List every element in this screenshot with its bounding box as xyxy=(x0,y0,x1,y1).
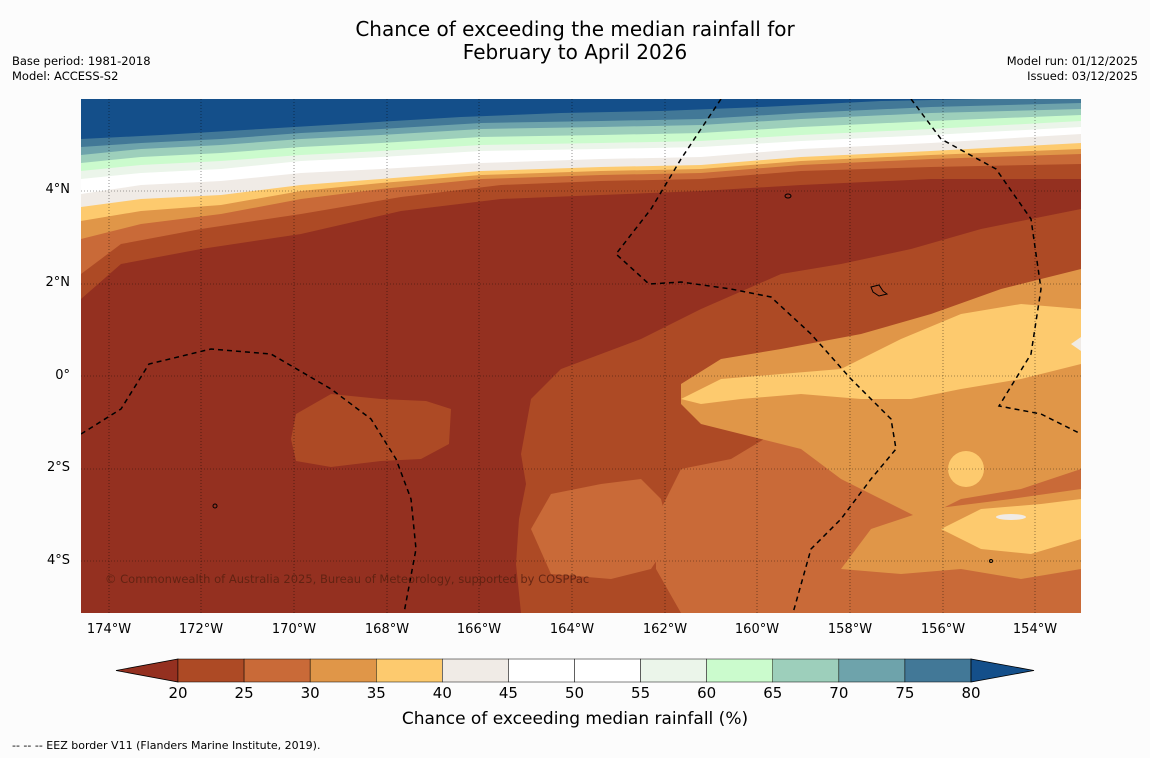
white-spot-edge xyxy=(1071,337,1081,351)
colorbar-extend-high xyxy=(970,658,1035,683)
colorbar-segment xyxy=(508,658,575,683)
colorbar-tick-label: 25 xyxy=(234,684,254,702)
island-4 xyxy=(989,559,993,563)
lon-label-168w: 168°W xyxy=(364,622,410,637)
colorbar-tick-label: 80 xyxy=(961,684,981,702)
colorbar-tick-label: 70 xyxy=(829,684,849,702)
colorbar-segment xyxy=(838,658,906,683)
lon-label-162w: 162°W xyxy=(642,622,688,637)
contour-40-center xyxy=(681,304,1081,404)
header-left: Base period: 1981-2018 Model: ACCESS-S2 xyxy=(12,54,151,84)
colorbar-label: Chance of exceeding median rainfall (%) xyxy=(401,709,749,729)
colorbar xyxy=(115,658,1035,683)
colorbar-tick-label: 45 xyxy=(498,684,518,702)
colorbar-tick-label: 60 xyxy=(697,684,717,702)
colorbar-tick-label: 55 xyxy=(631,684,651,702)
colorbar-segment xyxy=(640,658,707,683)
eez-kiribati-phoenix xyxy=(81,348,417,613)
issued-date: Issued: 03/12/2025 xyxy=(1027,69,1138,83)
colorbar-tick-label: 40 xyxy=(432,684,452,702)
colorbar-segment xyxy=(706,658,774,683)
title-line-2: February to April 2026 xyxy=(462,40,688,64)
island-2 xyxy=(870,284,889,297)
colorbar-tick-label: 50 xyxy=(564,684,585,702)
colorbar-tick-label: 75 xyxy=(895,684,915,702)
colorbar-segment xyxy=(376,658,443,683)
colorbar-tick-label: 35 xyxy=(366,684,386,702)
colorbar-segment xyxy=(904,658,972,683)
colorbar-segment xyxy=(574,658,641,683)
header-right: Model run: 01/12/2025 Issued: 03/12/2025 xyxy=(1007,54,1138,84)
eez-borders xyxy=(81,99,1081,613)
copyright-notice: © Commonwealth of Australia 2025, Bureau… xyxy=(105,572,590,586)
lon-label-158w: 158°W xyxy=(827,622,873,637)
islands xyxy=(212,193,993,563)
eez-east xyxy=(910,99,1081,435)
colorbar-segment xyxy=(442,658,509,683)
colorbar-segment xyxy=(243,658,311,683)
model-name: Model: ACCESS-S2 xyxy=(12,69,119,83)
colorbar-tick-label: 20 xyxy=(168,684,188,702)
colorbar-segment xyxy=(772,658,840,683)
lon-label-166w: 166°W xyxy=(456,622,502,637)
eez-kiribati-line xyxy=(614,99,897,613)
lon-label-154w: 154°W xyxy=(1012,622,1058,637)
lat-label-2n: 2°N xyxy=(45,275,71,290)
colorbar-segment xyxy=(177,658,245,683)
lat-label-4n: 4°N xyxy=(45,182,71,197)
contour-30-mid xyxy=(531,479,671,579)
model-run: Model run: 01/12/2025 xyxy=(1006,54,1138,68)
colorbar-segment xyxy=(309,658,377,683)
island-3 xyxy=(212,503,218,509)
white-spot-east xyxy=(996,514,1026,520)
map-title: Chance of exceeding the median rainfall … xyxy=(0,18,1150,64)
contour-40-south xyxy=(941,499,1081,554)
lat-label-2s: 2°S xyxy=(46,460,70,475)
lon-label-156w: 156°W xyxy=(920,622,966,637)
base-period: Base period: 1981-2018 xyxy=(12,54,151,68)
lon-label-164w: 164°W xyxy=(549,622,595,637)
title-line-1: Chance of exceeding the median rainfall … xyxy=(355,17,795,41)
colorbar-extend-low xyxy=(115,658,179,683)
lon-label-170w: 170°W xyxy=(271,622,317,637)
lon-label-160w: 160°W xyxy=(734,622,780,637)
lat-label-0: 0° xyxy=(55,368,70,383)
island-1 xyxy=(784,193,792,199)
eez-footnote: -- -- -- EEZ border V11 (Flanders Marine… xyxy=(12,739,321,752)
lat-label-4s: 4°S xyxy=(46,553,70,568)
contour-25-patch-west xyxy=(291,394,451,467)
colorbar-tick-label: 65 xyxy=(763,684,783,702)
map-canvas xyxy=(81,99,1081,613)
lon-label-174w: 174°W xyxy=(86,622,132,637)
colorbar-tick-label: 30 xyxy=(300,684,320,702)
forecast-map: © Commonwealth of Australia 2025, Bureau… xyxy=(81,99,1081,613)
lon-label-172w: 172°W xyxy=(178,622,224,637)
band-north-over80 xyxy=(81,99,981,139)
